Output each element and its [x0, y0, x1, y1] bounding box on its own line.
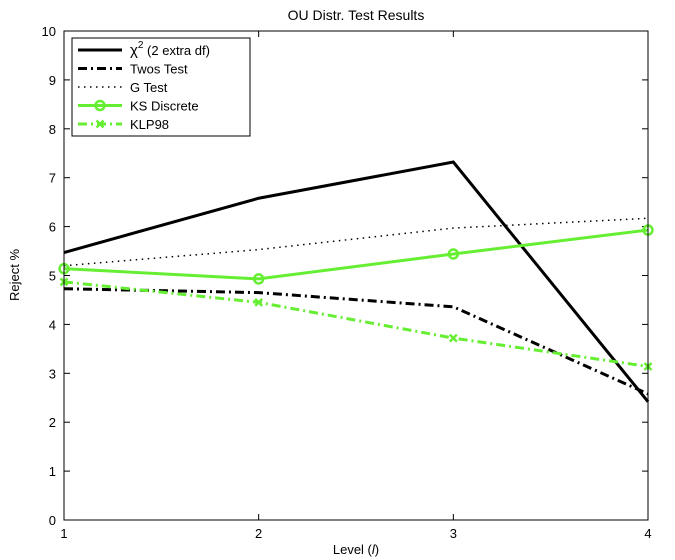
y-tick-label: 4	[49, 317, 56, 332]
y-tick-label: 2	[49, 415, 56, 430]
legend-marker-4	[95, 119, 105, 129]
x-tick-label: 3	[450, 526, 457, 541]
legend-label-4: KLP98	[130, 117, 169, 132]
y-tick-label: 1	[49, 464, 56, 479]
series-4-marker	[254, 298, 264, 307]
legend: χ2 (2 extra df) Twos Test G Test KS Discret…	[71, 37, 251, 137]
series-line-0	[63, 160, 650, 403]
legend-label-superscript: 2	[138, 40, 144, 51]
y-axis-label: Reject %	[7, 249, 22, 301]
legend-label-2: G Test	[130, 80, 168, 95]
legend-label-0: χ2 (2 extra df)	[130, 40, 210, 59]
y-tick-label: 0	[49, 513, 56, 528]
legend-label-1: Twos Test	[130, 62, 188, 77]
series-line-3	[63, 228, 649, 281]
legend-marker-3	[94, 99, 106, 112]
legend-label-main: χ	[130, 42, 138, 59]
series-3-marker	[447, 248, 460, 260]
legend-marker-4-stroke	[95, 119, 105, 129]
legend-box	[71, 37, 251, 137]
y-tick-label: 10	[42, 24, 56, 39]
series-4-marker	[448, 333, 458, 343]
x-axis-label: Level (l)	[333, 542, 379, 557]
y-tick-label: 6	[49, 220, 56, 235]
x-tick-label: 1	[60, 526, 67, 541]
series-lines	[58, 160, 654, 403]
y-tick-label: 5	[49, 269, 56, 284]
legend-label-rest: (2 extra df)	[143, 43, 209, 58]
legend-label-3: KS Discrete	[130, 99, 199, 114]
series-3-marker	[252, 273, 265, 285]
series-line-4	[63, 280, 649, 368]
x-axis-label-prefix: Level (	[333, 542, 373, 557]
x-axis-label-suffix: )	[375, 542, 379, 557]
series-4-marker-stroke	[254, 298, 264, 307]
y-tick-label: 3	[49, 366, 56, 381]
y-tick-label: 7	[49, 171, 56, 186]
plot-frame	[63, 30, 649, 521]
x-axis-label-variable: l	[372, 542, 376, 557]
y-tick-label: 8	[49, 122, 56, 137]
series-4-marker-stroke	[448, 333, 458, 343]
y-tick-label: 9	[49, 73, 56, 88]
chart-title: OU Distr. Test Results	[288, 7, 425, 23]
x-tick-label: 2	[255, 526, 262, 541]
x-tick-label: 4	[644, 526, 651, 541]
